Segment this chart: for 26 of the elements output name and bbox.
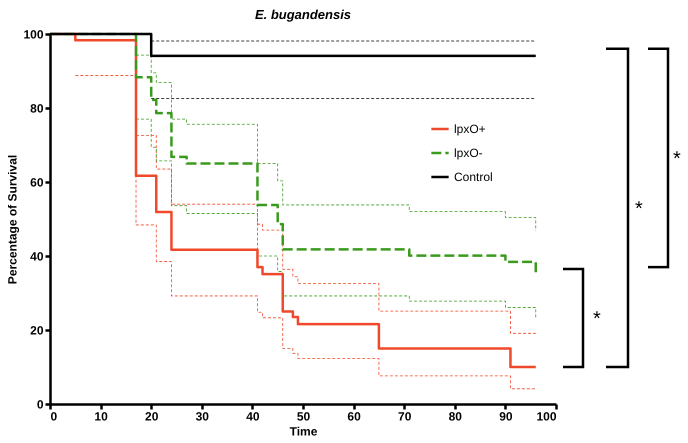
text: * <box>673 148 681 171</box>
y-tick-label: 20 <box>30 324 44 338</box>
x-tick-label: 20 <box>145 410 159 424</box>
x-axis-title: Time <box>290 424 318 438</box>
legend-label: lpxO+ <box>454 122 486 136</box>
legend-label: lpxO- <box>454 146 483 160</box>
text: * <box>635 198 643 221</box>
y-axis-title: Percentage of Survival <box>5 154 20 284</box>
x-tick-label: 50 <box>296 410 310 424</box>
x-tick-label: 80 <box>448 410 462 424</box>
x-tick-label: 60 <box>347 410 362 424</box>
y-tick-label: 60 <box>30 176 44 190</box>
y-tick-label: 80 <box>30 102 44 116</box>
x-tick-label: 0 <box>50 410 58 424</box>
y-tick-label: 40 <box>30 250 44 264</box>
text: * <box>593 308 601 331</box>
y-tick-label: 100 <box>23 28 44 42</box>
x-tick-label: 90 <box>499 410 513 424</box>
x-tick-label: 70 <box>398 410 412 424</box>
y-tick-label: 0 <box>36 398 44 412</box>
chart-title: E. bugandensis <box>254 7 352 22</box>
x-tick-label: 100 <box>536 410 557 424</box>
legend-label: Control <box>454 170 493 184</box>
x-tick-label: 40 <box>246 410 260 424</box>
x-tick-label: 10 <box>94 410 108 424</box>
x-tick-label: 30 <box>196 410 210 424</box>
